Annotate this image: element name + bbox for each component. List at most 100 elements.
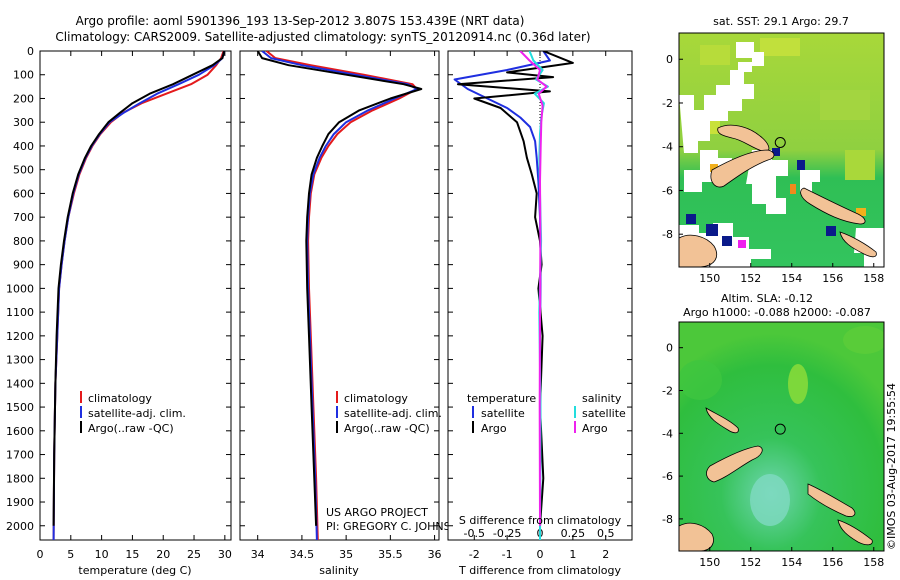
legend-heading-temperature: temperature — [467, 392, 536, 405]
figure-title-line1: Argo profile: aoml 5901396_193 13-Sep-20… — [76, 14, 525, 28]
top-tick-label: 0.25 — [561, 527, 586, 540]
y-tick-label: 1400 — [6, 377, 34, 390]
x-tick-label: -2 — [469, 548, 480, 561]
legend-label-s-satellite: satellite — [582, 407, 626, 420]
map-x-tick-label: 154 — [781, 272, 802, 285]
legend-label-argo: Argo(..raw -QC) — [344, 422, 430, 435]
map-y-tick-label: -2 — [662, 384, 673, 397]
x-tick-label: -1 — [502, 548, 513, 561]
sst-patch — [845, 150, 875, 180]
x-tick-label: 10 — [95, 548, 109, 561]
sla-map-ticks: 150 152 154 156 158 0 -2 -4 -6 -8 — [662, 342, 884, 569]
t-difference-axis-label: T difference from climatology — [458, 564, 621, 577]
s-difference-axis-ticks: -0.5 -0.25 0 0.25 0.5 — [448, 50, 632, 540]
map-y-tick-label: -8 — [662, 228, 673, 241]
map-x-tick-label: 152 — [740, 556, 761, 569]
sla-map-panel: Altim. SLA: -0.12 Argo h1000: -0.088 h20… — [662, 292, 885, 569]
map-x-tick-label: 156 — [822, 272, 843, 285]
sst-pixel — [686, 214, 696, 224]
series-line-argo-raw-qc — [52, 51, 226, 526]
y-tick-label: 600 — [13, 187, 34, 200]
map-y-tick-label: -6 — [662, 470, 673, 483]
salinity-axes-box — [239, 50, 440, 541]
salinity-legend: climatology satellite-adj. clim. Argo(..… — [336, 391, 442, 435]
salinity-series — [256, 51, 423, 540]
temperature-legend: climatology satellite-adj. clim. Argo(..… — [80, 391, 186, 435]
y-tick-label: 900 — [13, 259, 34, 272]
y-tick-label: 1300 — [6, 354, 34, 367]
t-difference-axis-ticks: -2 -1 0 1 2 — [469, 51, 609, 561]
y-tick-label: 1900 — [6, 496, 34, 509]
sst-map-panel: sat. SST: 29.1 Argo: 29.7 — [662, 15, 885, 285]
map-y-tick-label: -2 — [662, 97, 673, 110]
temperature-axis-ticks: 0 5 10 15 20 25 30 — [37, 51, 232, 561]
y-tick-label: 1200 — [6, 330, 34, 343]
figure-title-line2: Climatology: CARS2009. Satellite-adjuste… — [55, 30, 590, 44]
x-tick-label: 25 — [187, 548, 201, 561]
series-line-argo-raw-qc — [256, 51, 423, 526]
land-new-britain — [710, 149, 775, 188]
sst-pixel — [772, 148, 780, 156]
top-tick-label: 0.5 — [597, 527, 615, 540]
salinity-axis-ticks: 34 34.5 35 35.5 36 — [240, 50, 442, 561]
sla-map-field — [679, 322, 884, 551]
difference-legend: temperature satellite Argo salinity sate… — [467, 392, 626, 435]
sst-pixel — [738, 240, 746, 248]
sst-patch — [700, 45, 730, 65]
difference-series — [453, 51, 574, 540]
sst-pixel — [826, 226, 836, 236]
map-x-tick-label: 150 — [699, 272, 720, 285]
salinity-axis-label: salinity — [319, 564, 359, 577]
s-difference-axis-label: S difference from climatology — [459, 514, 622, 527]
legend-label-t-satellite: satellite — [481, 407, 525, 420]
x-tick-label: 1 — [569, 548, 576, 561]
sst-cloud-gap — [736, 42, 764, 66]
sst-pixel — [722, 236, 732, 246]
y-tick-label: 0 — [27, 45, 34, 58]
legend-heading-salinity: salinity — [582, 392, 622, 405]
sla-patch — [843, 326, 884, 354]
y-tick-label: 100 — [13, 69, 34, 82]
sst-map-title: sat. SST: 29.1 Argo: 29.7 — [713, 15, 849, 28]
map-y-tick-label: 0 — [666, 342, 673, 355]
y-tick-label: 1100 — [6, 306, 34, 319]
x-tick-label: 5 — [67, 548, 74, 561]
y-tick-label: 1500 — [6, 401, 34, 414]
sst-map-ticks: 150 152 154 156 158 0 -2 -4 -6 -8 — [662, 53, 884, 285]
legend-label-climatology: climatology — [88, 392, 152, 405]
y-tick-label: 700 — [13, 211, 34, 224]
y-tick-label: 1800 — [6, 472, 34, 485]
land-new-britain — [706, 445, 763, 483]
temperature-axis-label: temperature (deg C) — [78, 564, 191, 577]
sla-map-frame — [678, 321, 885, 552]
map-x-tick-label: 154 — [781, 556, 802, 569]
salinity-panel: 34 34.5 35 35.5 36 salinity climatology sate… — [239, 50, 467, 577]
temperature-panel: 0100200300400500600700800900100011001200… — [6, 45, 232, 577]
land-solomon — [837, 519, 873, 546]
y-tick-label: 300 — [13, 116, 34, 129]
map-x-tick-label: 150 — [699, 556, 720, 569]
legend-label-argo: Argo(..raw -QC) — [88, 422, 174, 435]
map-y-tick-label: 0 — [666, 53, 673, 66]
sst-pixel — [797, 160, 805, 170]
sla-map-title-line2: Argo h1000: -0.088 h2000: -0.087 — [683, 306, 871, 319]
sst-pixel — [706, 224, 718, 236]
temperature-axes-box — [39, 50, 232, 541]
pi-label: PI: GREGORY C. JOHNSON — [326, 520, 467, 533]
y-tick-label: 500 — [13, 164, 34, 177]
x-tick-label: 36 — [428, 548, 442, 561]
map-x-tick-label: 158 — [863, 556, 884, 569]
sla-patch — [679, 360, 722, 400]
sst-patch — [760, 38, 800, 56]
land-new-ireland — [705, 407, 739, 434]
temperature-series — [52, 51, 226, 540]
legend-label-satellite: satellite-adj. clim. — [344, 407, 442, 420]
project-label: US ARGO PROJECT — [326, 506, 428, 519]
difference-panel: -2 -1 0 1 2 -0.5 -0.25 0 0.25 0.5 T difference f… — [447, 50, 633, 577]
legend-label-s-argo: Argo — [582, 422, 608, 435]
sla-low-patch — [750, 474, 790, 526]
x-tick-label: 15 — [125, 548, 139, 561]
x-tick-label: 20 — [156, 548, 170, 561]
x-tick-label: 34 — [251, 548, 265, 561]
